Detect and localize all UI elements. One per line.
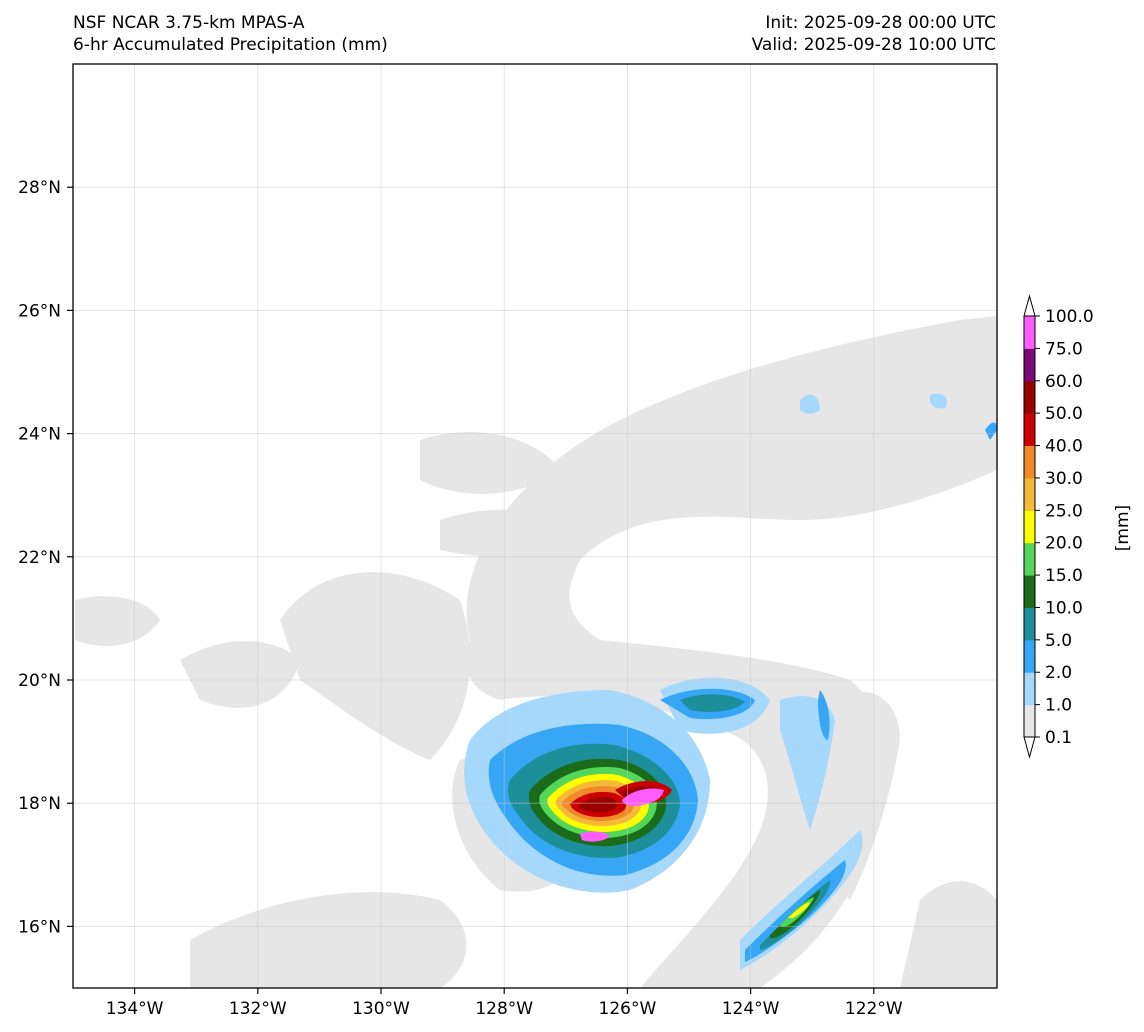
map-title-right: Init: 2025-09-28 00:00 UTC Valid: 2025-0… (752, 12, 996, 56)
colorbar-bin (1024, 575, 1035, 608)
lat-tick-label: 20°N (18, 671, 61, 691)
lat-tick-label: 24°N (18, 425, 61, 445)
colorbar-tick-label: 50.0 (1045, 404, 1083, 424)
colorbar-bin (1024, 510, 1035, 544)
colorbar-bin (1024, 639, 1035, 673)
lon-tick-label: 130°W (352, 999, 410, 1019)
precip-field (75, 316, 997, 988)
lon-tick-label: 126°W (599, 999, 657, 1019)
lat-tick-label: 18°N (18, 794, 61, 814)
init-time: Init: 2025-09-28 00:00 UTC (765, 13, 996, 33)
colorbar-tick-label: 40.0 (1045, 437, 1083, 457)
colorbar-extend-min (1023, 736, 1036, 759)
colorbar-tick-label: 5.0 (1045, 631, 1072, 651)
lat-tick-label: 28°N (18, 178, 61, 198)
colorbar-frame (1023, 315, 1036, 738)
lat-tick-label: 26°N (18, 301, 61, 321)
colorbar-tick-label: 15.0 (1045, 566, 1083, 586)
lon-tick-label: 132°W (229, 999, 287, 1019)
colorbar-bin (1024, 316, 1035, 349)
map-frame (72, 63, 998, 989)
lon-tick-label: 134°W (106, 999, 164, 1019)
lon-axis: 134°W 132°W 130°W 128°W 126°W 124°W 122°W (106, 988, 903, 1019)
lat-tick-label: 16°N (18, 917, 61, 937)
lon-tick-label: 128°W (475, 999, 533, 1019)
lon-tick-label: 122°W (845, 999, 903, 1019)
colorbar-bin (1024, 704, 1035, 738)
colorbar-tick-label: 100.0 (1045, 307, 1094, 327)
map-title-left: NSF NCAR 3.75-km MPAS-A 6-hr Accumulated… (73, 12, 388, 56)
colorbar-bin (1024, 348, 1035, 382)
colorbar-bin (1024, 672, 1035, 706)
colorbar-unit-label: [mm] (1113, 505, 1133, 551)
colorbar-tick-label: 60.0 (1045, 372, 1083, 392)
colorbar-extend-max (1023, 294, 1036, 317)
colorbar-tick-label: 20.0 (1045, 534, 1083, 554)
colorbar-bin (1024, 413, 1035, 447)
lat-axis: 16°N 18°N 20°N 22°N 24°N 26°N 28°N (18, 178, 73, 937)
product-title: 6-hr Accumulated Precipitation (mm) (73, 35, 388, 55)
colorbar-tick-label: 30.0 (1045, 469, 1083, 489)
colorbar-tick-label: 25.0 (1045, 501, 1083, 521)
colorbar-tick-label: 2.0 (1045, 663, 1072, 683)
precip-band-100 (580, 788, 664, 842)
gridlines (73, 64, 997, 988)
colorbar-tick-label: 10.0 (1045, 598, 1083, 618)
lat-tick-label: 22°N (18, 548, 61, 568)
lon-tick-label: 124°W (722, 999, 780, 1019)
colorbar-bin (1024, 380, 1035, 414)
valid-time: Valid: 2025-09-28 10:00 UTC (751, 35, 996, 55)
colorbar-tick-label: 75.0 (1045, 339, 1083, 359)
colorbar-tick-label: 0.1 (1045, 728, 1072, 748)
colorbar-bin (1024, 607, 1035, 641)
colorbar-bin (1024, 477, 1035, 511)
colorbar-bin (1024, 542, 1035, 576)
colorbar: 0.1 1.0 2.0 5.0 10.0 15.0 20.0 25.0 30.0 40.0 50.0… (1023, 294, 1094, 759)
colorbar-tick-label: 1.0 (1045, 696, 1072, 716)
model-title: NSF NCAR 3.75-km MPAS-A (73, 13, 305, 33)
colorbar-bin (1024, 445, 1035, 479)
